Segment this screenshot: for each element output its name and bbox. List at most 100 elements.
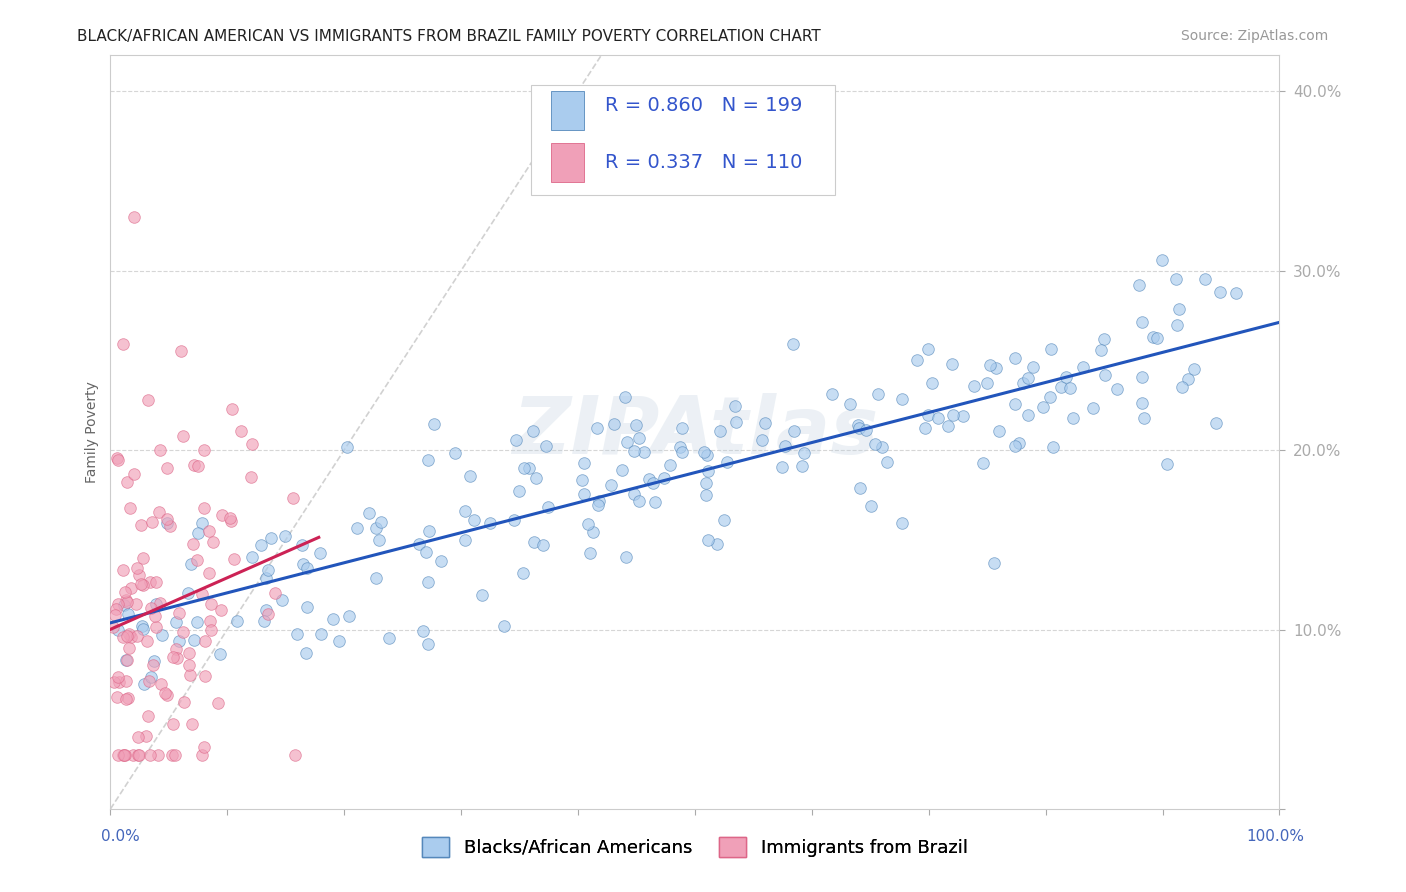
Point <box>1017 371 1039 385</box>
FancyBboxPatch shape <box>531 86 835 194</box>
Point <box>724 399 747 413</box>
Point <box>936 419 959 434</box>
Point <box>876 455 898 469</box>
Point <box>1012 376 1035 391</box>
Point <box>599 478 621 492</box>
Point <box>291 557 314 571</box>
Point <box>115 652 138 666</box>
Point <box>641 476 664 491</box>
Point <box>855 423 877 437</box>
Point <box>505 433 527 447</box>
Point <box>145 575 167 590</box>
Point <box>260 531 283 545</box>
Point <box>115 475 138 490</box>
Point <box>336 440 359 454</box>
Point <box>1032 400 1054 414</box>
FancyBboxPatch shape <box>551 143 583 182</box>
Point <box>1094 368 1116 383</box>
Point <box>1132 411 1154 425</box>
Point <box>415 545 437 559</box>
Point <box>132 578 155 592</box>
Text: R = 0.337   N = 110: R = 0.337 N = 110 <box>605 153 803 171</box>
Point <box>983 557 1005 571</box>
Point <box>927 411 949 425</box>
Point <box>263 585 285 599</box>
Point <box>179 668 201 682</box>
Point <box>107 453 129 467</box>
Point <box>156 688 179 702</box>
Point <box>1004 397 1026 411</box>
Point <box>1107 382 1129 396</box>
Point <box>1050 380 1073 394</box>
Point <box>610 463 633 477</box>
FancyBboxPatch shape <box>551 91 583 129</box>
Point <box>118 500 141 515</box>
Point <box>872 440 894 454</box>
Point <box>231 424 253 438</box>
Legend: Blacks/African Americans, Immigrants from Brazil: Blacks/African Americans, Immigrants fro… <box>415 830 974 864</box>
Point <box>194 633 217 648</box>
Point <box>1171 380 1194 394</box>
Point <box>138 708 160 723</box>
Point <box>121 748 143 763</box>
Point <box>1022 359 1045 374</box>
Point <box>346 521 368 535</box>
Point <box>107 748 129 763</box>
Point <box>191 516 214 531</box>
Point <box>117 607 139 622</box>
Point <box>367 533 389 548</box>
Point <box>972 456 994 470</box>
Point <box>444 446 467 460</box>
Point <box>408 536 430 550</box>
Point <box>222 552 245 566</box>
Point <box>139 670 162 684</box>
Point <box>378 631 401 645</box>
Point <box>250 538 273 552</box>
Point <box>416 453 439 467</box>
Point <box>194 669 217 683</box>
Point <box>1208 285 1230 300</box>
Point <box>138 392 160 407</box>
Point <box>122 210 145 224</box>
Point <box>423 417 446 431</box>
Point <box>127 730 149 744</box>
Point <box>576 516 599 531</box>
Point <box>603 417 626 431</box>
Point <box>253 614 276 628</box>
Point <box>193 443 215 458</box>
Point <box>917 408 939 422</box>
Point <box>579 546 602 560</box>
Point <box>181 537 204 551</box>
Point <box>112 748 135 763</box>
Point <box>139 574 162 589</box>
Point <box>987 425 1010 439</box>
Point <box>1177 372 1199 386</box>
Point <box>284 748 307 763</box>
Point <box>132 551 155 566</box>
Point <box>1004 351 1026 365</box>
Point <box>537 500 560 515</box>
Point <box>1166 318 1188 333</box>
Point <box>1167 302 1189 317</box>
Point <box>534 439 557 453</box>
Point <box>586 498 609 512</box>
Point <box>479 516 502 531</box>
Point <box>412 624 434 638</box>
Point <box>193 739 215 754</box>
Point <box>257 562 280 576</box>
Point <box>136 634 159 648</box>
Point <box>285 626 308 640</box>
Point <box>295 646 318 660</box>
Point <box>129 518 152 533</box>
Point <box>112 598 135 612</box>
Point <box>135 729 157 743</box>
Point <box>652 471 675 485</box>
Point <box>131 619 153 633</box>
Point <box>114 748 136 763</box>
Point <box>115 673 138 688</box>
Point <box>114 584 136 599</box>
Point <box>586 421 609 435</box>
Point <box>793 446 815 460</box>
Point <box>105 450 128 465</box>
Point <box>695 488 717 502</box>
